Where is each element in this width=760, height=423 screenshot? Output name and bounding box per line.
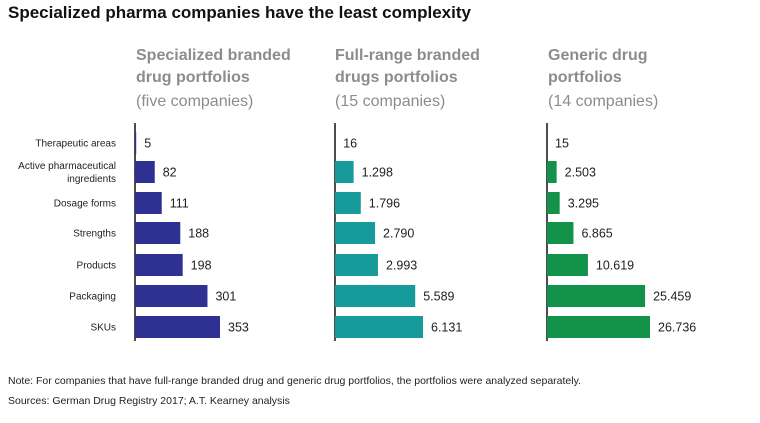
category-label: Strengths: [73, 229, 116, 240]
bar: [335, 222, 376, 244]
panel-subheader: (15 companies): [335, 93, 445, 110]
bar: [335, 161, 354, 183]
data-label: 111: [170, 197, 189, 211]
data-label: 3.295: [568, 197, 599, 211]
bar: [135, 254, 183, 276]
category-label: Therapeutic areas: [35, 139, 116, 150]
chart-title: Specialized pharma companies have the le…: [8, 3, 472, 22]
bar: [335, 316, 423, 338]
data-label: 10.619: [596, 259, 634, 273]
data-label: 188: [188, 227, 209, 241]
panel-header: Generic drug: [548, 47, 648, 64]
bar: [547, 285, 646, 307]
data-label: 2.790: [383, 227, 414, 241]
bar: [135, 192, 162, 214]
bar: [335, 254, 378, 276]
bar: [135, 316, 220, 338]
bar: [547, 222, 574, 244]
category-label: Products: [77, 261, 116, 272]
data-label: 25.459: [653, 290, 691, 304]
panel-header: Full-range branded: [335, 47, 480, 64]
data-label: 353: [228, 321, 249, 335]
bar: [135, 285, 208, 307]
data-label: 6.131: [431, 321, 462, 335]
bar: [335, 192, 361, 214]
data-label: 2.993: [386, 259, 417, 273]
bar: [547, 316, 650, 338]
data-label: 1.796: [369, 197, 400, 211]
bar: [135, 161, 155, 183]
bar: [547, 192, 560, 214]
category-label: Active pharmaceutical: [18, 161, 116, 172]
data-label: 16: [343, 137, 357, 151]
panel-subheader: (five companies): [136, 93, 253, 110]
category-label: SKUs: [90, 323, 116, 334]
data-label: 1.298: [362, 166, 393, 180]
footnote: Note: For companies that have full-range…: [8, 375, 581, 387]
data-label: 5.589: [423, 290, 454, 304]
panel-header: Specialized branded: [136, 47, 291, 64]
data-label: 301: [215, 290, 236, 304]
panel-header: drug portfolios: [136, 69, 250, 86]
panel-subheader: (14 companies): [548, 93, 658, 110]
data-label: 198: [191, 259, 212, 273]
panel-header: portfolios: [548, 69, 622, 86]
data-label: 26.736: [658, 321, 696, 335]
category-label: Packaging: [69, 292, 116, 303]
bar: [135, 222, 181, 244]
data-label: 82: [163, 166, 177, 180]
data-label: 2.503: [565, 166, 596, 180]
bar: [547, 161, 557, 183]
bar: [135, 132, 137, 154]
sources-line: Sources: German Drug Registry 2017; A.T.…: [8, 395, 290, 407]
bar: [335, 285, 416, 307]
data-label: 5: [144, 137, 151, 151]
data-label: 6.865: [581, 227, 612, 241]
panel-header: drugs portfolios: [335, 69, 458, 86]
data-label: 15: [555, 137, 569, 151]
category-label: Dosage forms: [54, 199, 116, 210]
bar: [547, 254, 588, 276]
category-label: ingredients: [67, 174, 116, 185]
